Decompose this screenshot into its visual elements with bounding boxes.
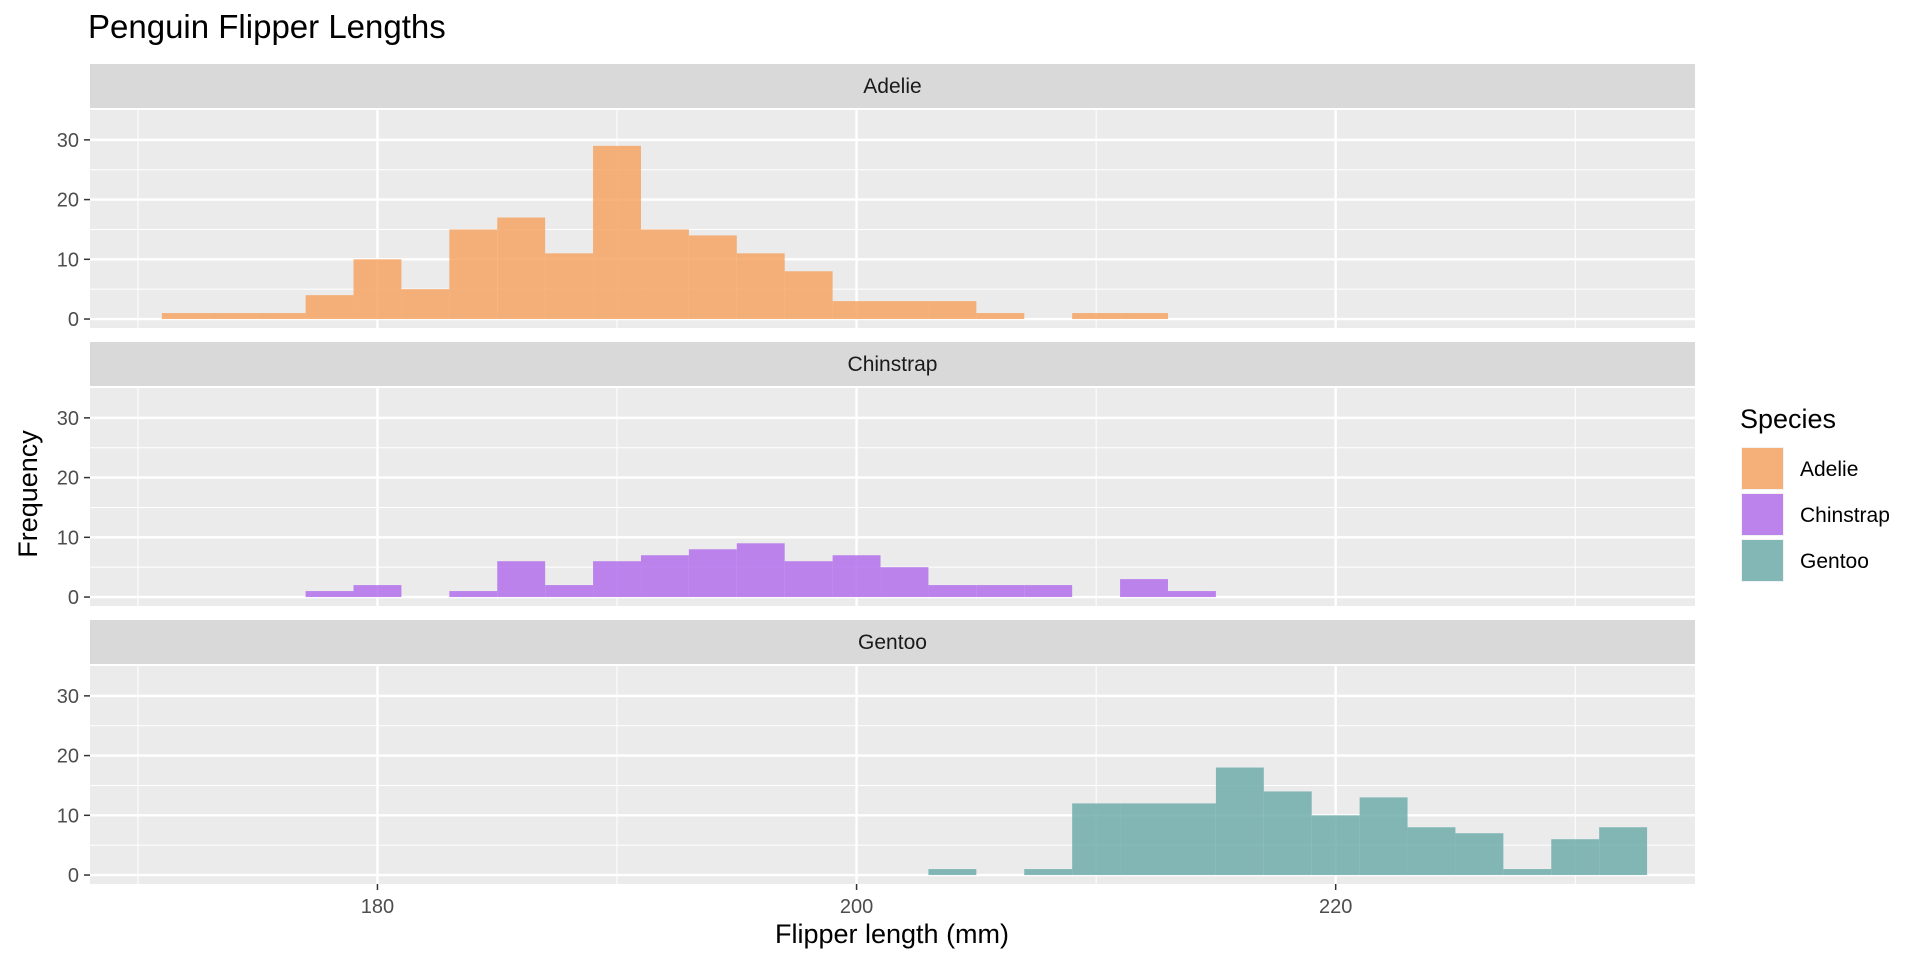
strip-gentoo	[90, 620, 1695, 664]
histogram-bar	[545, 585, 594, 598]
y-axis-title: Frequency	[13, 430, 43, 558]
strip-label-adelie: Adelie	[863, 75, 921, 98]
histogram-bar	[497, 561, 546, 598]
histogram-bar	[353, 585, 402, 598]
histogram-bar	[832, 301, 881, 320]
y-tick-label: 20	[57, 190, 79, 212]
histogram-bar	[832, 555, 881, 598]
x-tick-label: 200	[840, 896, 873, 918]
histogram-bar	[928, 301, 977, 320]
histogram-bar	[593, 561, 641, 598]
y-tick-label: 30	[57, 408, 79, 430]
y-tick-label: 20	[57, 746, 79, 768]
histogram-bar	[880, 301, 929, 320]
histogram-bar	[1599, 827, 1648, 876]
histogram-bar	[1455, 833, 1504, 876]
histogram-bar	[736, 253, 785, 320]
x-axis-title: Flipper length (mm)	[775, 919, 1009, 949]
panel-chinstrap: Chinstrap 0 10 20 30	[57, 342, 1695, 609]
histogram-bar	[784, 271, 833, 320]
histogram-bar	[305, 591, 354, 598]
y-tick-label: 30	[57, 130, 79, 152]
histogram-bar	[1167, 803, 1216, 876]
histogram-bar	[401, 289, 450, 320]
histogram-bar	[640, 229, 689, 320]
panels-layer: Adelie 0 10 20 30 Chinstrap 0 10 20 30 Gentoo 0 10 20…	[57, 64, 1695, 887]
histogram-bar	[688, 549, 737, 598]
histogram-bar	[928, 585, 977, 598]
panel-adelie: Adelie 0 10 20 30	[57, 64, 1695, 331]
x-axis: 180 200 220	[361, 884, 1352, 918]
histogram-bar	[1024, 869, 1073, 876]
histogram-bar	[545, 253, 594, 320]
histogram-bar	[497, 217, 546, 320]
legend-label-gentoo: Gentoo	[1800, 550, 1869, 573]
histogram-bar	[784, 561, 833, 598]
histogram-bar	[1503, 869, 1552, 876]
chart-title: Penguin Flipper Lengths	[88, 8, 446, 45]
y-tick-label: 10	[57, 805, 79, 827]
y-tick-label: 0	[68, 587, 79, 609]
histogram-bar	[1072, 313, 1121, 320]
histogram-bar	[1120, 313, 1168, 320]
histogram-bar	[209, 313, 258, 320]
y-tick-label: 30	[57, 686, 79, 708]
x-tick-label: 180	[361, 896, 394, 918]
histogram-bar	[1215, 767, 1264, 876]
legend-title: Species	[1740, 404, 1836, 434]
legend-swatch-adelie	[1742, 448, 1783, 489]
histogram-bar	[1551, 839, 1600, 876]
histogram-bar	[257, 313, 306, 320]
strip-label-chinstrap: Chinstrap	[848, 353, 938, 376]
legend-swatch-gentoo	[1742, 540, 1783, 581]
histogram-bar	[1167, 591, 1216, 598]
y-tick-label: 10	[57, 249, 79, 271]
histogram-bar	[1120, 579, 1168, 598]
legend-label-chinstrap: Chinstrap	[1800, 504, 1890, 527]
histogram-bar	[1072, 803, 1121, 876]
histogram-bar	[1120, 803, 1168, 876]
strip-chinstrap	[90, 342, 1695, 386]
y-tick-label: 0	[68, 865, 79, 887]
legend-label-adelie: Adelie	[1800, 458, 1858, 481]
y-tick-label: 10	[57, 527, 79, 549]
histogram-bar	[928, 869, 977, 876]
histogram-bar	[593, 145, 641, 320]
legend-swatch-chinstrap	[1742, 494, 1783, 535]
histogram-bar	[449, 229, 498, 320]
histogram-bar	[161, 313, 210, 320]
legend: Species Adelie Chinstrap Gentoo	[1740, 404, 1890, 582]
histogram-bar	[1359, 797, 1408, 876]
histogram-bar	[1311, 815, 1360, 876]
strip-adelie	[90, 64, 1695, 108]
histogram-bar	[736, 543, 785, 598]
histogram-bar	[305, 295, 354, 320]
histogram-bar	[640, 555, 689, 598]
histogram-bar	[976, 313, 1025, 320]
strip-label-gentoo: Gentoo	[858, 631, 927, 654]
panel-gentoo: Gentoo 0 10 20 30	[57, 620, 1695, 887]
histogram-bar	[449, 591, 498, 598]
histogram-bar	[1407, 827, 1456, 876]
x-tick-label: 220	[1319, 896, 1352, 918]
histogram-bar	[688, 235, 737, 320]
histogram-bar	[1024, 585, 1073, 598]
y-tick-label: 20	[57, 468, 79, 490]
histogram-bar	[976, 585, 1025, 598]
y-tick-label: 0	[68, 309, 79, 331]
histogram-bar	[880, 567, 929, 598]
histogram-bar	[353, 259, 402, 320]
histogram-bar	[1263, 791, 1312, 876]
